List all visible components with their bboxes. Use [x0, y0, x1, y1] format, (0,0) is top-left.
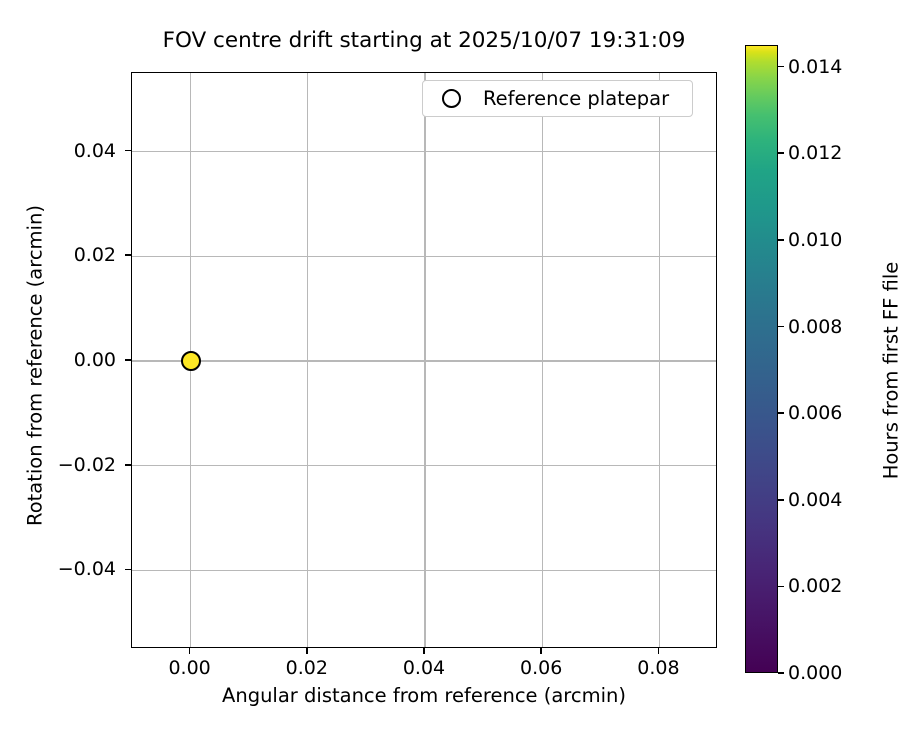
- scatter-point: [180, 351, 201, 371]
- colorbar-ticklabel: 0.008: [788, 315, 843, 338]
- x-axis-ticklabel: 0.08: [637, 657, 680, 679]
- colorbar-tick: [778, 498, 784, 501]
- colorbar-tick: [778, 239, 784, 241]
- x-axis-ticklabel: 0.06: [520, 657, 563, 679]
- x-axis-label: Angular distance from reference (arcmin): [222, 684, 626, 707]
- x-axis-ticklabel: 0.02: [285, 657, 328, 679]
- page-title: FOV centre drift starting at 2025/10/07 …: [162, 28, 686, 53]
- colorbar-ticklabel: 0.000: [788, 662, 843, 684]
- colorbar-ticklabel: 0.010: [788, 228, 843, 251]
- colorbar-tick: [778, 152, 784, 155]
- colorbar-label: Hours from first FF file: [879, 261, 900, 480]
- gridline-vertical: [541, 73, 543, 647]
- gridline-vertical: [424, 73, 426, 647]
- colorbar-tick: [778, 585, 784, 588]
- x-axis-ticklabel: 0.00: [168, 657, 211, 679]
- y-axis-tick: [125, 254, 131, 257]
- colorbar-tick: [778, 672, 784, 674]
- colorbar-tick: [778, 325, 784, 328]
- gridline-horizontal: [132, 569, 716, 572]
- colorbar-ticklabel: 0.014: [788, 55, 843, 78]
- x-axis-tick: [306, 648, 308, 654]
- x-axis-ticklabel: 0.04: [402, 657, 446, 679]
- colorbar-ticklabel: 0.004: [788, 488, 843, 511]
- colorbar: [745, 45, 778, 673]
- y-axis-tick: [125, 463, 131, 466]
- y-axis-tick: [125, 568, 131, 571]
- x-axis-tick: [423, 648, 425, 654]
- x-axis-tick: [540, 648, 542, 654]
- gridline-horizontal: [132, 465, 716, 467]
- plot-axes: [131, 72, 717, 648]
- y-axis-ticklabel: −0.04: [57, 558, 116, 581]
- gridline-vertical: [658, 73, 661, 647]
- y-axis-ticklabel: 0.00: [73, 349, 116, 371]
- legend-circle-open-icon: [442, 89, 461, 108]
- legend-box[interactable]: Reference platepar: [422, 80, 693, 117]
- scatter-data-layer: [132, 73, 716, 647]
- colorbar-tick: [778, 412, 784, 414]
- colorbar-ticklabel: 0.012: [788, 142, 843, 165]
- y-axis-label: Rotation from reference (arcmin): [23, 205, 47, 526]
- colorbar-gradient: [745, 45, 778, 673]
- y-axis-ticklabel: 0.02: [73, 244, 116, 267]
- x-axis-tick: [188, 648, 191, 654]
- y-axis-tick: [125, 149, 131, 152]
- gridline-horizontal: [132, 255, 716, 257]
- gridline-vertical: [307, 73, 309, 647]
- gridline-horizontal: [132, 360, 716, 362]
- y-axis-ticklabel: −0.02: [57, 453, 116, 476]
- colorbar-ticklabel: 0.006: [788, 402, 843, 425]
- colorbar-tick: [778, 65, 784, 68]
- x-axis-tick: [657, 648, 660, 654]
- colorbar-ticklabel: 0.002: [788, 575, 843, 598]
- gridline-horizontal: [132, 150, 716, 153]
- y-axis-tick: [125, 359, 131, 361]
- y-axis-ticklabel: 0.04: [73, 139, 116, 162]
- legend-item-label: Reference platepar: [483, 87, 670, 110]
